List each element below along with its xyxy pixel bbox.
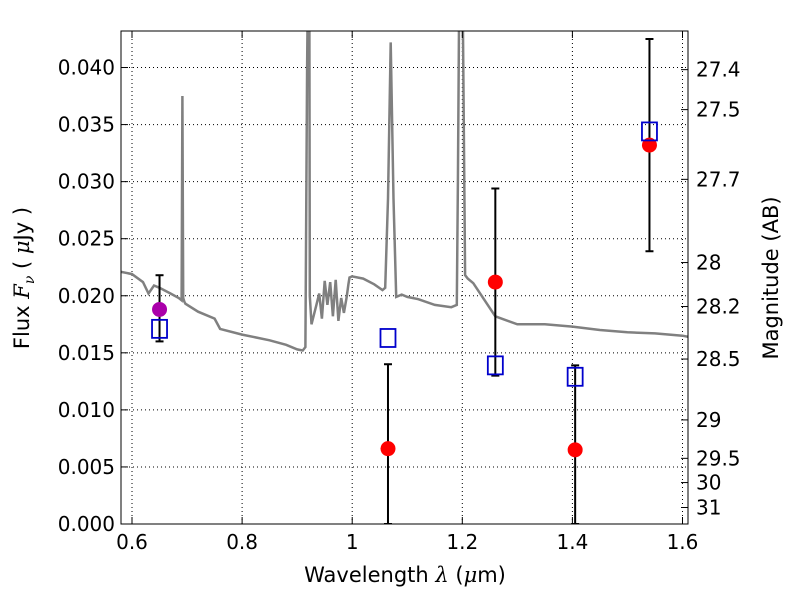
x-tick-label: 1.2	[446, 530, 478, 554]
x-axis-ticks: 0.6 0.8 1 1.2 1.4 1.6	[116, 31, 698, 554]
y-tick-label: 0.015	[58, 341, 115, 365]
magnitude-axis-label: Magnitude (AB)	[759, 196, 783, 359]
model-flux-marker	[566, 366, 584, 387]
data-point-marker	[567, 442, 583, 458]
model-flux-marker	[379, 328, 397, 348]
data-point-marker	[641, 137, 657, 153]
magnitude-tick-label: 28.5	[696, 347, 741, 371]
y-tick-label: 0.035	[58, 113, 115, 137]
magnitude-tick-label: 27.7	[696, 167, 741, 191]
y-axis-ticks: 0.000 0.005 0.010 0.015 0.020 0.025 0.030 0.035…	[58, 56, 128, 536]
y-tick-label: 0.030	[58, 170, 115, 194]
x-tick-label: 0.8	[226, 530, 258, 554]
x-tick-label: 0.6	[116, 530, 148, 554]
plot-area	[121, 31, 688, 524]
magnitude-tick-label: 28	[696, 251, 721, 275]
plot-frame	[120, 30, 689, 525]
y-axis-label: Flux Fν ( μJy )	[10, 207, 38, 349]
data-point-marker	[152, 301, 168, 317]
model-spectrum-line	[121, 31, 688, 352]
x-axis-label: Wavelength λ (μm)	[304, 563, 506, 587]
magnitude-tick-label: 29.5	[696, 446, 741, 470]
magnitude-tick-label: 27.4	[696, 58, 741, 82]
y-tick-label: 0.020	[58, 284, 115, 308]
magnitude-tick-label: 27.5	[696, 98, 741, 122]
y-tick-label: 0.025	[58, 227, 115, 251]
magnitude-tick-label: 30	[696, 471, 721, 495]
x-tick-label: 1.4	[556, 530, 588, 554]
y-tick-label: 0.005	[58, 455, 115, 479]
magnitude-tick-label: 28.2	[696, 295, 741, 319]
data-points	[151, 121, 658, 458]
y-tick-label: 0.040	[58, 56, 115, 80]
y-tick-label: 0.010	[58, 398, 115, 422]
y-tick-label: 0.000	[58, 512, 115, 536]
x-tick-label: 1.6	[667, 530, 699, 554]
grid-lines	[121, 31, 688, 525]
x-tick-label: 1	[346, 530, 359, 554]
magnitude-tick-label: 29	[696, 408, 721, 432]
model-flux-marker	[641, 121, 658, 142]
model-flux-marker	[486, 355, 504, 376]
model-flux-marker	[151, 318, 168, 339]
data-point-marker	[487, 274, 503, 290]
data-point-marker	[380, 441, 396, 457]
magnitude-tick-label: 31	[696, 496, 721, 520]
